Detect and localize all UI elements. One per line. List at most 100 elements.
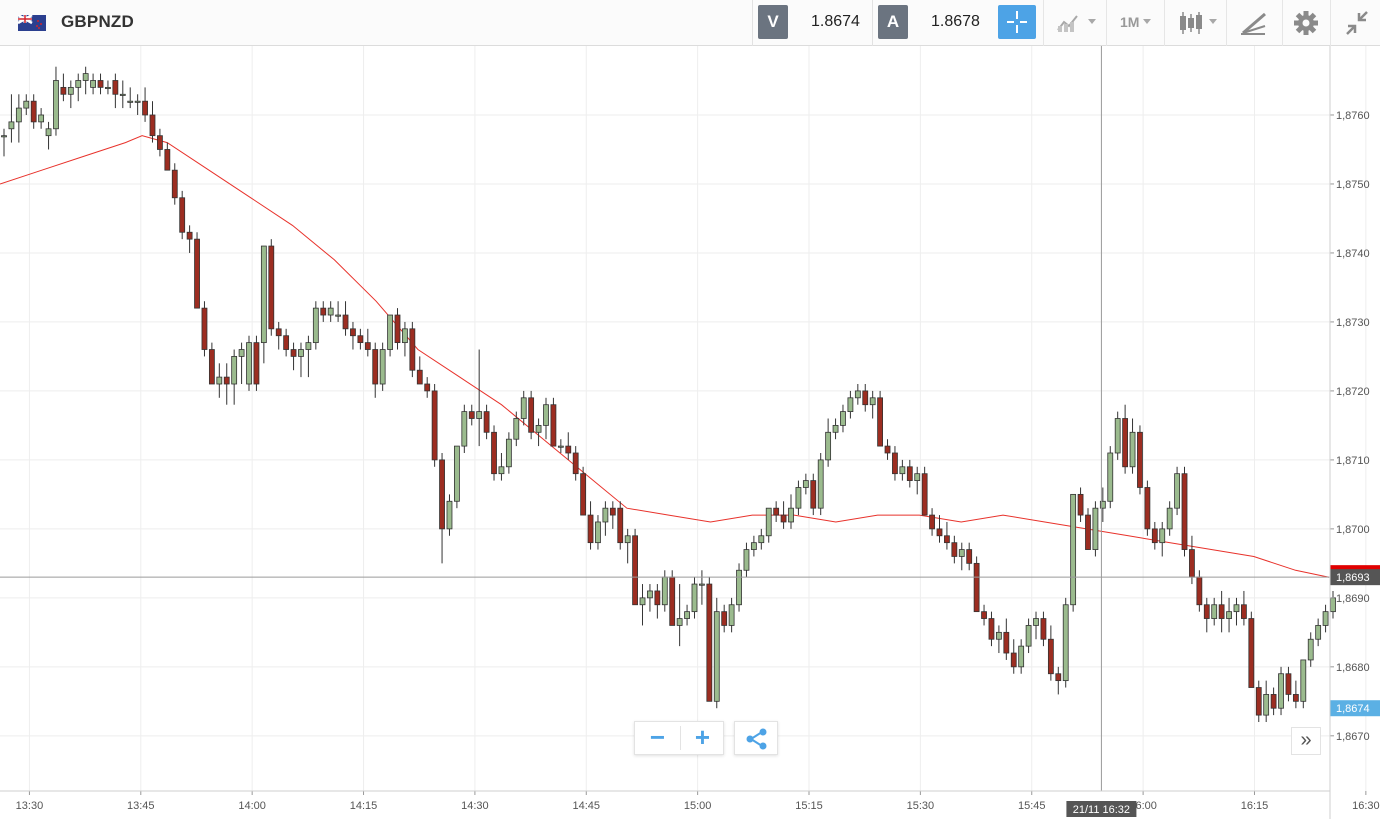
- candle: [216, 363, 223, 398]
- sell-quote[interactable]: V 1.8674: [752, 0, 871, 46]
- candle: [921, 466, 928, 516]
- candle-body: [684, 611, 690, 619]
- candle-body: [602, 507, 609, 523]
- drawing-tools-button[interactable]: [1226, 0, 1282, 46]
- candle: [736, 563, 742, 612]
- candle-body: [164, 149, 171, 171]
- crosshair-button[interactable]: [998, 5, 1036, 39]
- collapse-button[interactable]: [1330, 0, 1380, 46]
- candle: [149, 101, 156, 143]
- candle-body: [847, 397, 854, 413]
- candle-body: [305, 342, 312, 350]
- candle: [580, 466, 587, 516]
- candle-body: [587, 514, 594, 544]
- candle: [877, 390, 884, 447]
- candle-body: [706, 583, 713, 702]
- candle-body: [1270, 694, 1277, 709]
- candle: [609, 501, 616, 529]
- candle: [283, 328, 290, 357]
- candle-body: [1300, 659, 1307, 702]
- candle: [394, 308, 401, 350]
- candle-body: [127, 100, 134, 103]
- candle: [1174, 466, 1180, 516]
- y-tick-label: 1,8680: [1336, 662, 1370, 674]
- candle: [342, 301, 349, 336]
- crosshair-price-label: 1,8693: [1336, 572, 1370, 584]
- candles: [1, 66, 1336, 723]
- candle: [127, 87, 134, 109]
- candle: [840, 404, 846, 433]
- buy-quote[interactable]: A 1.8678: [872, 0, 993, 46]
- candle-body: [15, 107, 22, 123]
- candle-body: [795, 487, 802, 509]
- candle: [654, 584, 661, 619]
- candle-body: [97, 80, 104, 88]
- candle-body: [1248, 618, 1255, 688]
- candle-body: [513, 418, 520, 440]
- candle-body: [825, 431, 832, 461]
- candle: [1122, 404, 1129, 474]
- candle-body: [246, 342, 252, 385]
- candle: [268, 239, 275, 336]
- candle-body: [877, 397, 884, 447]
- x-tick-label: 14:15: [350, 800, 378, 812]
- plus-icon[interactable]: +: [694, 722, 711, 752]
- candle: [357, 328, 364, 350]
- candle: [253, 335, 260, 391]
- candle-body: [1033, 618, 1039, 626]
- candle: [1107, 446, 1114, 509]
- candle-body: [1241, 604, 1247, 619]
- candle-body: [1330, 597, 1336, 613]
- candle: [914, 466, 921, 495]
- share-button[interactable]: [734, 721, 778, 755]
- candle-body: [45, 128, 52, 137]
- candle: [892, 446, 898, 481]
- minus-icon[interactable]: −: [649, 722, 666, 752]
- sell-letter: V: [758, 5, 788, 39]
- y-tick-label: 1,8690: [1336, 593, 1370, 605]
- candle: [728, 597, 735, 633]
- chart-type-button[interactable]: [1164, 0, 1226, 46]
- scroll-to-latest-button[interactable]: »: [1291, 727, 1321, 755]
- candle-body: [82, 73, 89, 81]
- settings-button[interactable]: [1282, 0, 1330, 46]
- candle: [929, 508, 935, 536]
- candle-body: [179, 197, 186, 233]
- candle: [275, 321, 282, 350]
- candle: [30, 94, 37, 129]
- toolbar: GBPNZD V 1.8674 A 1.8678 1M: [0, 0, 1380, 46]
- candle-body: [557, 445, 564, 448]
- share-icon: [746, 728, 767, 750]
- candle-body: [290, 349, 297, 357]
- candle-body: [951, 542, 958, 557]
- moving-average: [0, 135, 1330, 578]
- candle: [758, 528, 765, 550]
- candle-body: [275, 328, 282, 337]
- candle-body: [402, 328, 408, 344]
- candle-body: [595, 521, 601, 544]
- candle-body: [424, 383, 431, 392]
- candle: [773, 501, 780, 522]
- candle-body: [981, 611, 987, 619]
- candle-body: [520, 397, 527, 419]
- candle: [179, 190, 186, 240]
- candle: [869, 390, 876, 419]
- candle: [1315, 618, 1322, 647]
- candle-body: [580, 473, 587, 516]
- candle-body: [788, 507, 794, 523]
- candle: [802, 473, 809, 495]
- buy-value: 1.8678: [931, 13, 980, 30]
- interval-selector[interactable]: 1M: [1106, 0, 1164, 46]
- candle-body: [535, 424, 542, 433]
- candle-body: [53, 80, 59, 130]
- candle-body: [491, 431, 497, 475]
- candle-body: [810, 480, 817, 509]
- candle-body: [194, 238, 200, 309]
- candle-body: [134, 100, 141, 103]
- candle-body: [973, 562, 980, 613]
- candle: [899, 459, 906, 481]
- compare-chart-button[interactable]: [1043, 0, 1106, 46]
- candle: [639, 584, 646, 626]
- candle: [587, 501, 594, 550]
